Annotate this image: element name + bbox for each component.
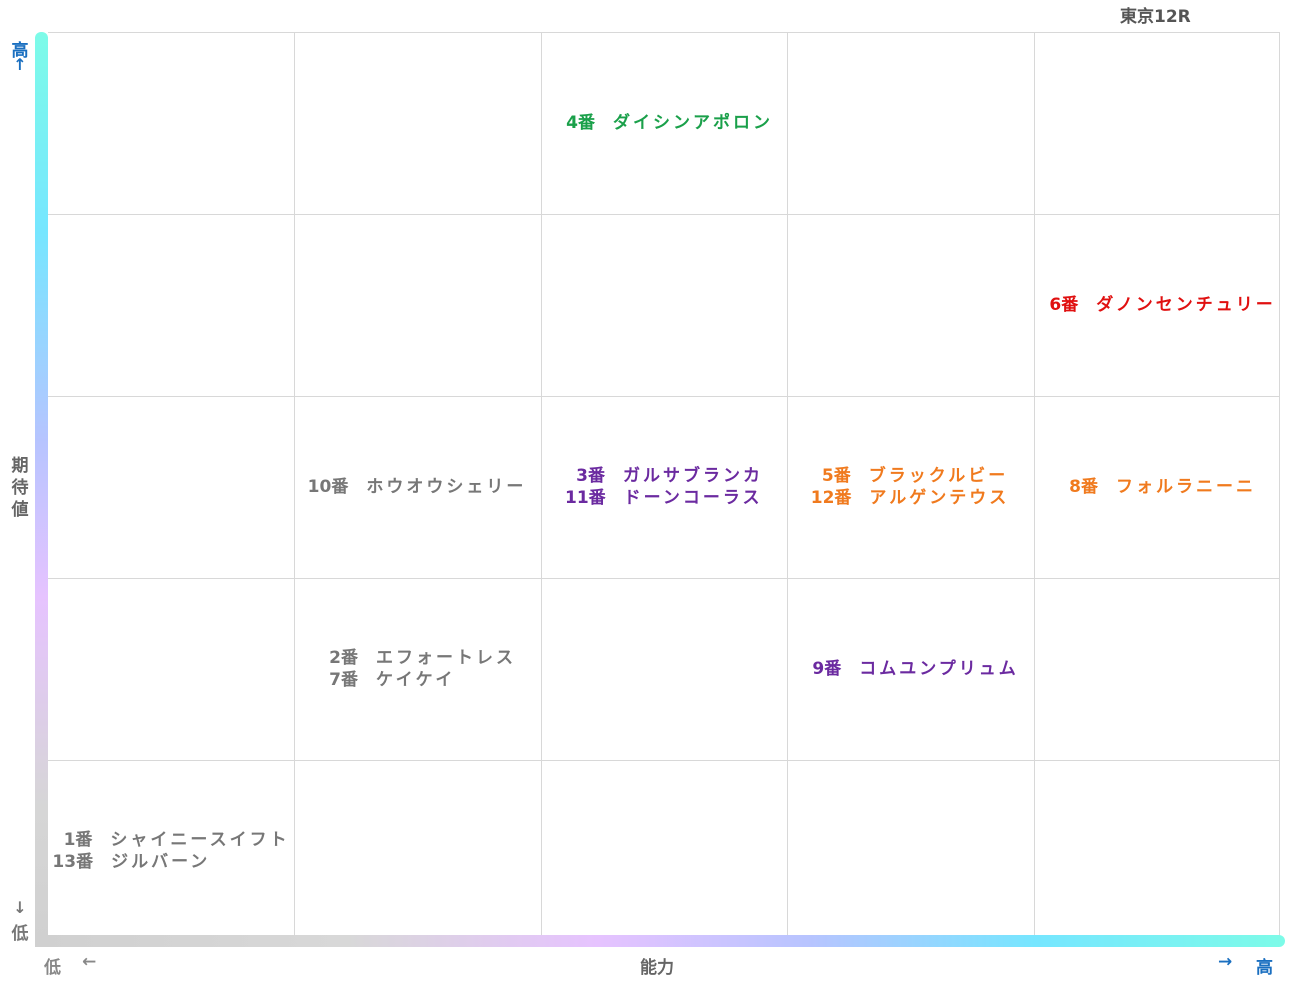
horse-number: 2番 xyxy=(329,648,358,668)
x-axis-high-label: 高 xyxy=(1256,958,1273,978)
matrix-grid: 4番 ダイシンアポロン 6番 ダノンセンチュリー 10番 ホウオウシェリー 3番 ガルサブラン… xyxy=(48,32,1280,942)
x-axis-low-label: 低 xyxy=(44,958,61,978)
horse-entry: 1番 シャイニースイフト xyxy=(52,829,289,851)
matrix-cell: 8番 フォルラニーニ xyxy=(1034,396,1280,578)
horse-number: 12番 xyxy=(810,488,852,508)
horse-entry: 13番 ジルバーン xyxy=(52,851,210,873)
horse-name: エフォートレス xyxy=(376,648,516,668)
matrix-cell: 10番 ホウオウシェリー xyxy=(294,396,540,578)
horse-entry: 4番 ダイシンアポロン xyxy=(555,112,773,134)
horse-entry: 11番 ドーンコーラス xyxy=(565,487,762,509)
horse-name: ジルバーン xyxy=(111,852,211,872)
horse-entry: 5番 ブラックルビー xyxy=(811,465,1009,487)
horse-entry: 10番 ホウオウシェリー xyxy=(308,476,527,498)
horse-name: ホウオウシェリー xyxy=(366,477,527,497)
horse-name: アルゲンテウス xyxy=(869,488,1010,508)
horse-entry: 8番 フォルラニーニ xyxy=(1058,476,1256,498)
horse-entry: 6番 ダノンセンチュリー xyxy=(1038,294,1276,316)
grid-line-horizontal xyxy=(48,396,1280,397)
horse-name: フォルラニーニ xyxy=(1116,477,1256,497)
horse-entry: 2番 エフォートレス xyxy=(318,647,516,669)
cell-entries: 6番 ダノンセンチュリー xyxy=(1038,294,1276,316)
horse-entry: 7番 ケイケイ xyxy=(318,669,455,691)
horse-name: ケイケイ xyxy=(376,670,456,690)
grid-line-vertical xyxy=(294,32,295,942)
arrow-left-icon: ← xyxy=(82,952,97,972)
y-axis-label-char: 値 xyxy=(11,500,29,520)
horse-number: 8番 xyxy=(1069,477,1098,497)
grid-line-vertical xyxy=(1279,32,1280,942)
horse-entry: 12番 アルゲンテウス xyxy=(811,487,1010,509)
grid-line-horizontal xyxy=(48,760,1280,761)
matrix-cell: 4番 ダイシンアポロン xyxy=(541,32,787,214)
x-axis-label: 能力 xyxy=(640,958,674,978)
horse-name: ガルサブランカ xyxy=(623,466,763,486)
arrow-right-icon: → xyxy=(1218,952,1233,972)
horse-number: 10番 xyxy=(307,477,349,497)
horse-number: 3番 xyxy=(576,466,605,486)
horse-name: ブラックルビー xyxy=(868,466,1009,486)
y-axis-label-char: 期 xyxy=(11,456,29,476)
matrix-cell: 6番 ダノンセンチュリー xyxy=(1034,214,1280,396)
matrix-cell: 2番 エフォートレス 7番 ケイケイ xyxy=(294,578,540,760)
horse-number: 5番 xyxy=(821,466,851,486)
matrix-cell: 1番 シャイニースイフト 13番 ジルバーン xyxy=(48,760,294,942)
y-axis-low-label: 低 xyxy=(11,924,29,944)
y-axis-arrow-bar xyxy=(35,32,48,944)
grid-line-horizontal xyxy=(48,32,1280,33)
horse-name: コムユンプリュム xyxy=(859,659,1019,679)
matrix-cell: 5番 ブラックルビー 12番 アルゲンテウス xyxy=(787,396,1033,578)
horse-name: ダイシンアポロン xyxy=(613,113,773,133)
cell-entries: 2番 エフォートレス 7番 ケイケイ xyxy=(318,647,516,691)
cell-entries: 9番 コムユンプリュム xyxy=(801,658,1019,680)
cell-entries: 5番 ブラックルビー 12番 アルゲンテウス xyxy=(811,465,1010,509)
horse-number: 11番 xyxy=(565,488,606,508)
horse-number: 1番 xyxy=(63,830,93,850)
cell-entries: 10番 ホウオウシェリー xyxy=(308,476,527,498)
grid-line-horizontal xyxy=(48,578,1280,579)
matrix-cell: 9番 コムユンプリュム xyxy=(787,578,1033,760)
horse-number: 7番 xyxy=(329,670,358,690)
chart-title: 東京12R xyxy=(1120,7,1191,27)
cell-entries: 1番 シャイニースイフト 13番 ジルバーン xyxy=(52,829,289,873)
matrix-cell: 3番 ガルサブランカ 11番 ドーンコーラス xyxy=(541,396,787,578)
horse-number: 9番 xyxy=(812,659,842,679)
y-axis-label-char: 待 xyxy=(11,478,29,498)
x-axis-arrow-bar xyxy=(35,935,1285,947)
grid-line-vertical xyxy=(787,32,788,942)
grid-line-vertical xyxy=(1034,32,1035,942)
y-axis-high-label: 高 xyxy=(11,41,29,61)
arrow-down-icon: ↓ xyxy=(13,898,27,917)
grid-line-horizontal xyxy=(48,214,1280,215)
horse-entry: 9番 コムユンプリュム xyxy=(801,658,1019,680)
grid-line-vertical xyxy=(541,32,542,942)
horse-number: 4番 xyxy=(566,113,595,133)
cell-entries: 3番 ガルサブランカ 11番 ドーンコーラス xyxy=(565,465,763,509)
y-axis-label: 期待値 xyxy=(10,455,30,521)
horse-entry: 3番 ガルサブランカ xyxy=(565,465,763,487)
cell-entries: 8番 フォルラニーニ xyxy=(1058,476,1256,498)
horse-name: ダノンセンチュリー xyxy=(1096,295,1276,315)
arrow-up-icon: ↑ xyxy=(13,55,27,74)
horse-name: ドーンコーラス xyxy=(623,488,763,508)
horse-name: シャイニースイフト xyxy=(110,830,290,850)
cell-entries: 4番 ダイシンアポロン xyxy=(555,112,773,134)
horse-number: 6番 xyxy=(1049,295,1079,315)
horse-number: 13番 xyxy=(52,852,94,872)
